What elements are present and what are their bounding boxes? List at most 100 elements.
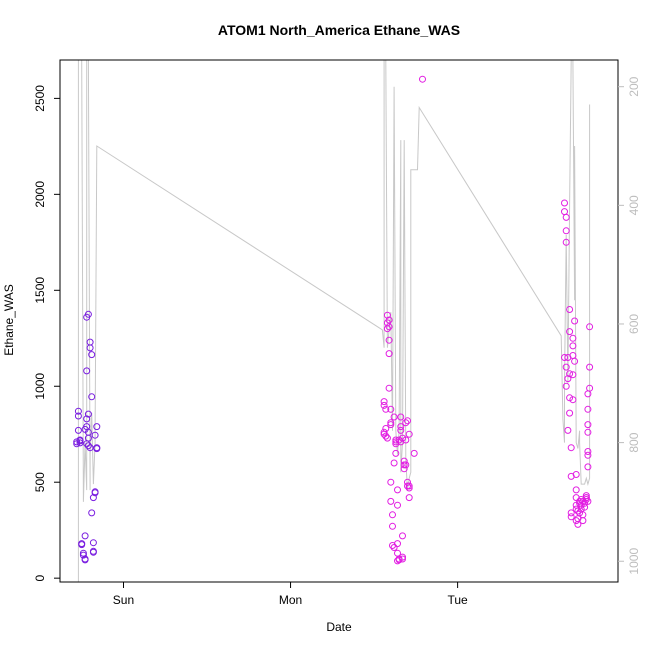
data-point bbox=[572, 517, 580, 525]
y-tick-label: 1000 bbox=[33, 373, 47, 400]
data-point bbox=[389, 522, 396, 530]
data-point bbox=[586, 323, 594, 331]
y2-tick-label: 800 bbox=[627, 432, 641, 452]
data-point bbox=[584, 463, 592, 471]
data-point bbox=[88, 509, 96, 517]
data-point bbox=[81, 532, 89, 540]
data-point bbox=[584, 497, 592, 505]
data-point bbox=[571, 357, 579, 365]
data-point bbox=[405, 484, 413, 492]
data-point bbox=[561, 354, 568, 361]
data-point bbox=[385, 323, 393, 331]
data-point bbox=[582, 494, 590, 502]
data-point bbox=[78, 541, 86, 549]
series-points-group bbox=[73, 75, 594, 565]
y2-tick-label: 600 bbox=[627, 314, 641, 334]
data-point bbox=[567, 509, 575, 517]
data-point bbox=[382, 405, 390, 413]
data-point bbox=[74, 412, 82, 420]
y-tick-label: 1500 bbox=[33, 277, 47, 304]
data-point bbox=[562, 363, 570, 371]
data-point bbox=[405, 430, 413, 438]
data-point bbox=[566, 328, 574, 336]
data-point bbox=[399, 555, 406, 563]
data-point bbox=[76, 437, 84, 445]
data-point bbox=[84, 442, 92, 450]
series-line bbox=[77, 60, 591, 582]
y-tick-label: 500 bbox=[33, 472, 47, 492]
data-point bbox=[581, 503, 589, 511]
data-point bbox=[584, 405, 592, 413]
data-point bbox=[571, 317, 579, 325]
data-point bbox=[397, 426, 405, 434]
data-point bbox=[390, 544, 398, 551]
data-point bbox=[584, 428, 592, 436]
x-tick-label: Tue bbox=[447, 593, 468, 607]
y-tick-label: 0 bbox=[33, 575, 47, 582]
data-point bbox=[395, 436, 403, 444]
x-axis-label: Date bbox=[326, 620, 352, 634]
data-point bbox=[562, 213, 570, 221]
data-point bbox=[392, 449, 400, 457]
data-point bbox=[562, 227, 570, 235]
data-point bbox=[390, 413, 398, 421]
data-point bbox=[579, 517, 587, 525]
data-point bbox=[397, 413, 405, 421]
data-point bbox=[394, 501, 401, 509]
data-point bbox=[382, 425, 390, 432]
data-point bbox=[402, 436, 410, 444]
y2-tick-label: 200 bbox=[627, 76, 641, 96]
data-point bbox=[84, 434, 92, 442]
data-point bbox=[410, 449, 418, 457]
chart-title: ATOM1 North_America Ethane_WAS bbox=[218, 22, 460, 38]
data-point bbox=[394, 486, 401, 494]
data-point bbox=[81, 556, 89, 564]
y2-tick-label: 400 bbox=[627, 195, 641, 215]
data-point bbox=[569, 371, 577, 379]
data-point bbox=[93, 423, 101, 431]
data-point bbox=[584, 448, 592, 455]
data-point bbox=[397, 423, 405, 431]
data-point bbox=[569, 334, 577, 342]
data-point bbox=[569, 352, 577, 359]
data-point bbox=[394, 540, 401, 548]
data-point bbox=[89, 547, 97, 555]
data-point bbox=[387, 405, 395, 413]
data-point bbox=[385, 350, 393, 358]
data-point bbox=[405, 494, 413, 502]
data-point bbox=[385, 316, 393, 324]
data-point bbox=[83, 415, 91, 423]
data-point bbox=[564, 375, 572, 383]
data-point bbox=[399, 532, 406, 540]
data-point bbox=[566, 306, 574, 313]
data-point bbox=[399, 553, 406, 561]
data-point bbox=[584, 421, 592, 429]
data-point bbox=[567, 444, 575, 452]
data-point bbox=[89, 539, 97, 547]
data-point bbox=[88, 351, 96, 359]
data-point bbox=[79, 551, 87, 559]
data-point bbox=[562, 238, 570, 246]
plot-area bbox=[73, 60, 594, 582]
data-point bbox=[402, 461, 410, 469]
data-point bbox=[387, 419, 395, 427]
data-point bbox=[400, 457, 408, 465]
y2-axis: 200 400 600 800 1000 bbox=[618, 76, 641, 575]
y-axis: 0 500 1000 1500 2000 2500 bbox=[33, 85, 60, 582]
data-point bbox=[383, 311, 391, 319]
y-tick-label: 2500 bbox=[33, 85, 47, 112]
data-point bbox=[572, 486, 580, 494]
data-point bbox=[383, 434, 391, 442]
data-point bbox=[387, 497, 395, 505]
data-point bbox=[402, 419, 410, 427]
data-point bbox=[566, 409, 574, 417]
data-point bbox=[572, 471, 580, 478]
y-tick-label: 2000 bbox=[33, 181, 47, 208]
data-point bbox=[404, 417, 411, 425]
x-tick-label: Sun bbox=[113, 593, 134, 607]
data-point bbox=[389, 511, 396, 519]
data-point bbox=[91, 488, 99, 496]
data-point bbox=[86, 344, 94, 352]
data-point bbox=[93, 445, 101, 453]
